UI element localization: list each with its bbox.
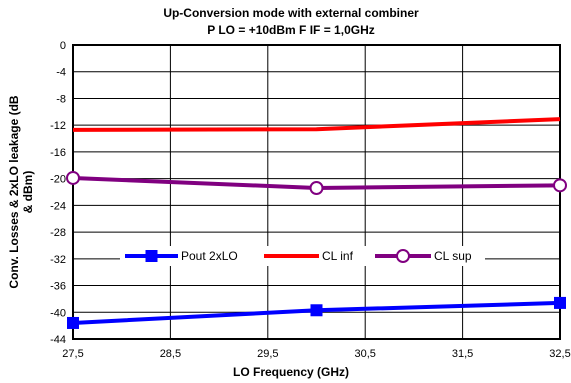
y-tick-label: 0 [60,40,66,52]
legend-label: Pout 2xLO [181,249,238,263]
x-tick-label: 30,5 [354,348,375,360]
y-tick-labels: 0 -4 -8 -12 -16 -20 -24 -28 -32 -36 -40 -44 [50,40,66,346]
data-point-circle [553,178,567,193]
y-tick-label: -32 [50,254,66,266]
legend-label: CL sup [434,249,472,263]
legend-label: CL inf [322,249,354,263]
legend-marker-square [145,250,158,262]
x-tick-label: 31,5 [452,348,473,360]
data-point-square [67,316,79,329]
y-tick-label: -28 [50,227,66,239]
y-tick-label: -40 [50,307,66,319]
x-axis-label: LO Frequency (GHz) [233,365,349,379]
y-tick-label: -12 [50,120,66,132]
y-tick-label: -16 [50,147,66,159]
x-tick-labels: 27,5 28,5 29,5 30,5 31,5 32,5 [62,348,570,360]
legend-marker-circle [396,249,410,263]
y-tick-label: -36 [50,281,66,293]
x-tick-label: 28,5 [160,348,181,360]
series-lines [66,117,567,329]
data-point-circle [66,170,80,185]
y-axis-label-line2: & dBm) [21,171,35,214]
legend-entries: Pout 2xLO CL inf CL sup [125,249,472,263]
y-tick-label: -20 [50,174,66,186]
chart-title: Up-Conversion mode with external combine… [163,6,419,20]
legend: Pout 2xLO CL inf CL sup [120,246,485,266]
data-point-circle [309,180,324,195]
series-line [72,117,561,132]
y-axis-label-line1: Conv. Losses & 2xLO leakage (dB [7,95,21,289]
y-tick-label: -44 [50,334,66,346]
y-tick-label: -8 [56,93,66,105]
x-tick-label: 32,5 [549,348,570,360]
y-tick-label: -24 [50,200,66,212]
data-point-square [310,304,323,317]
chart-subtitle: P LO = +10dBm F IF = 1,0GHz [207,23,375,37]
x-tick-label: 27,5 [62,348,83,360]
y-tick-label: -4 [56,67,66,79]
x-tick-label: 29,5 [257,348,278,360]
data-point-square [554,296,566,309]
